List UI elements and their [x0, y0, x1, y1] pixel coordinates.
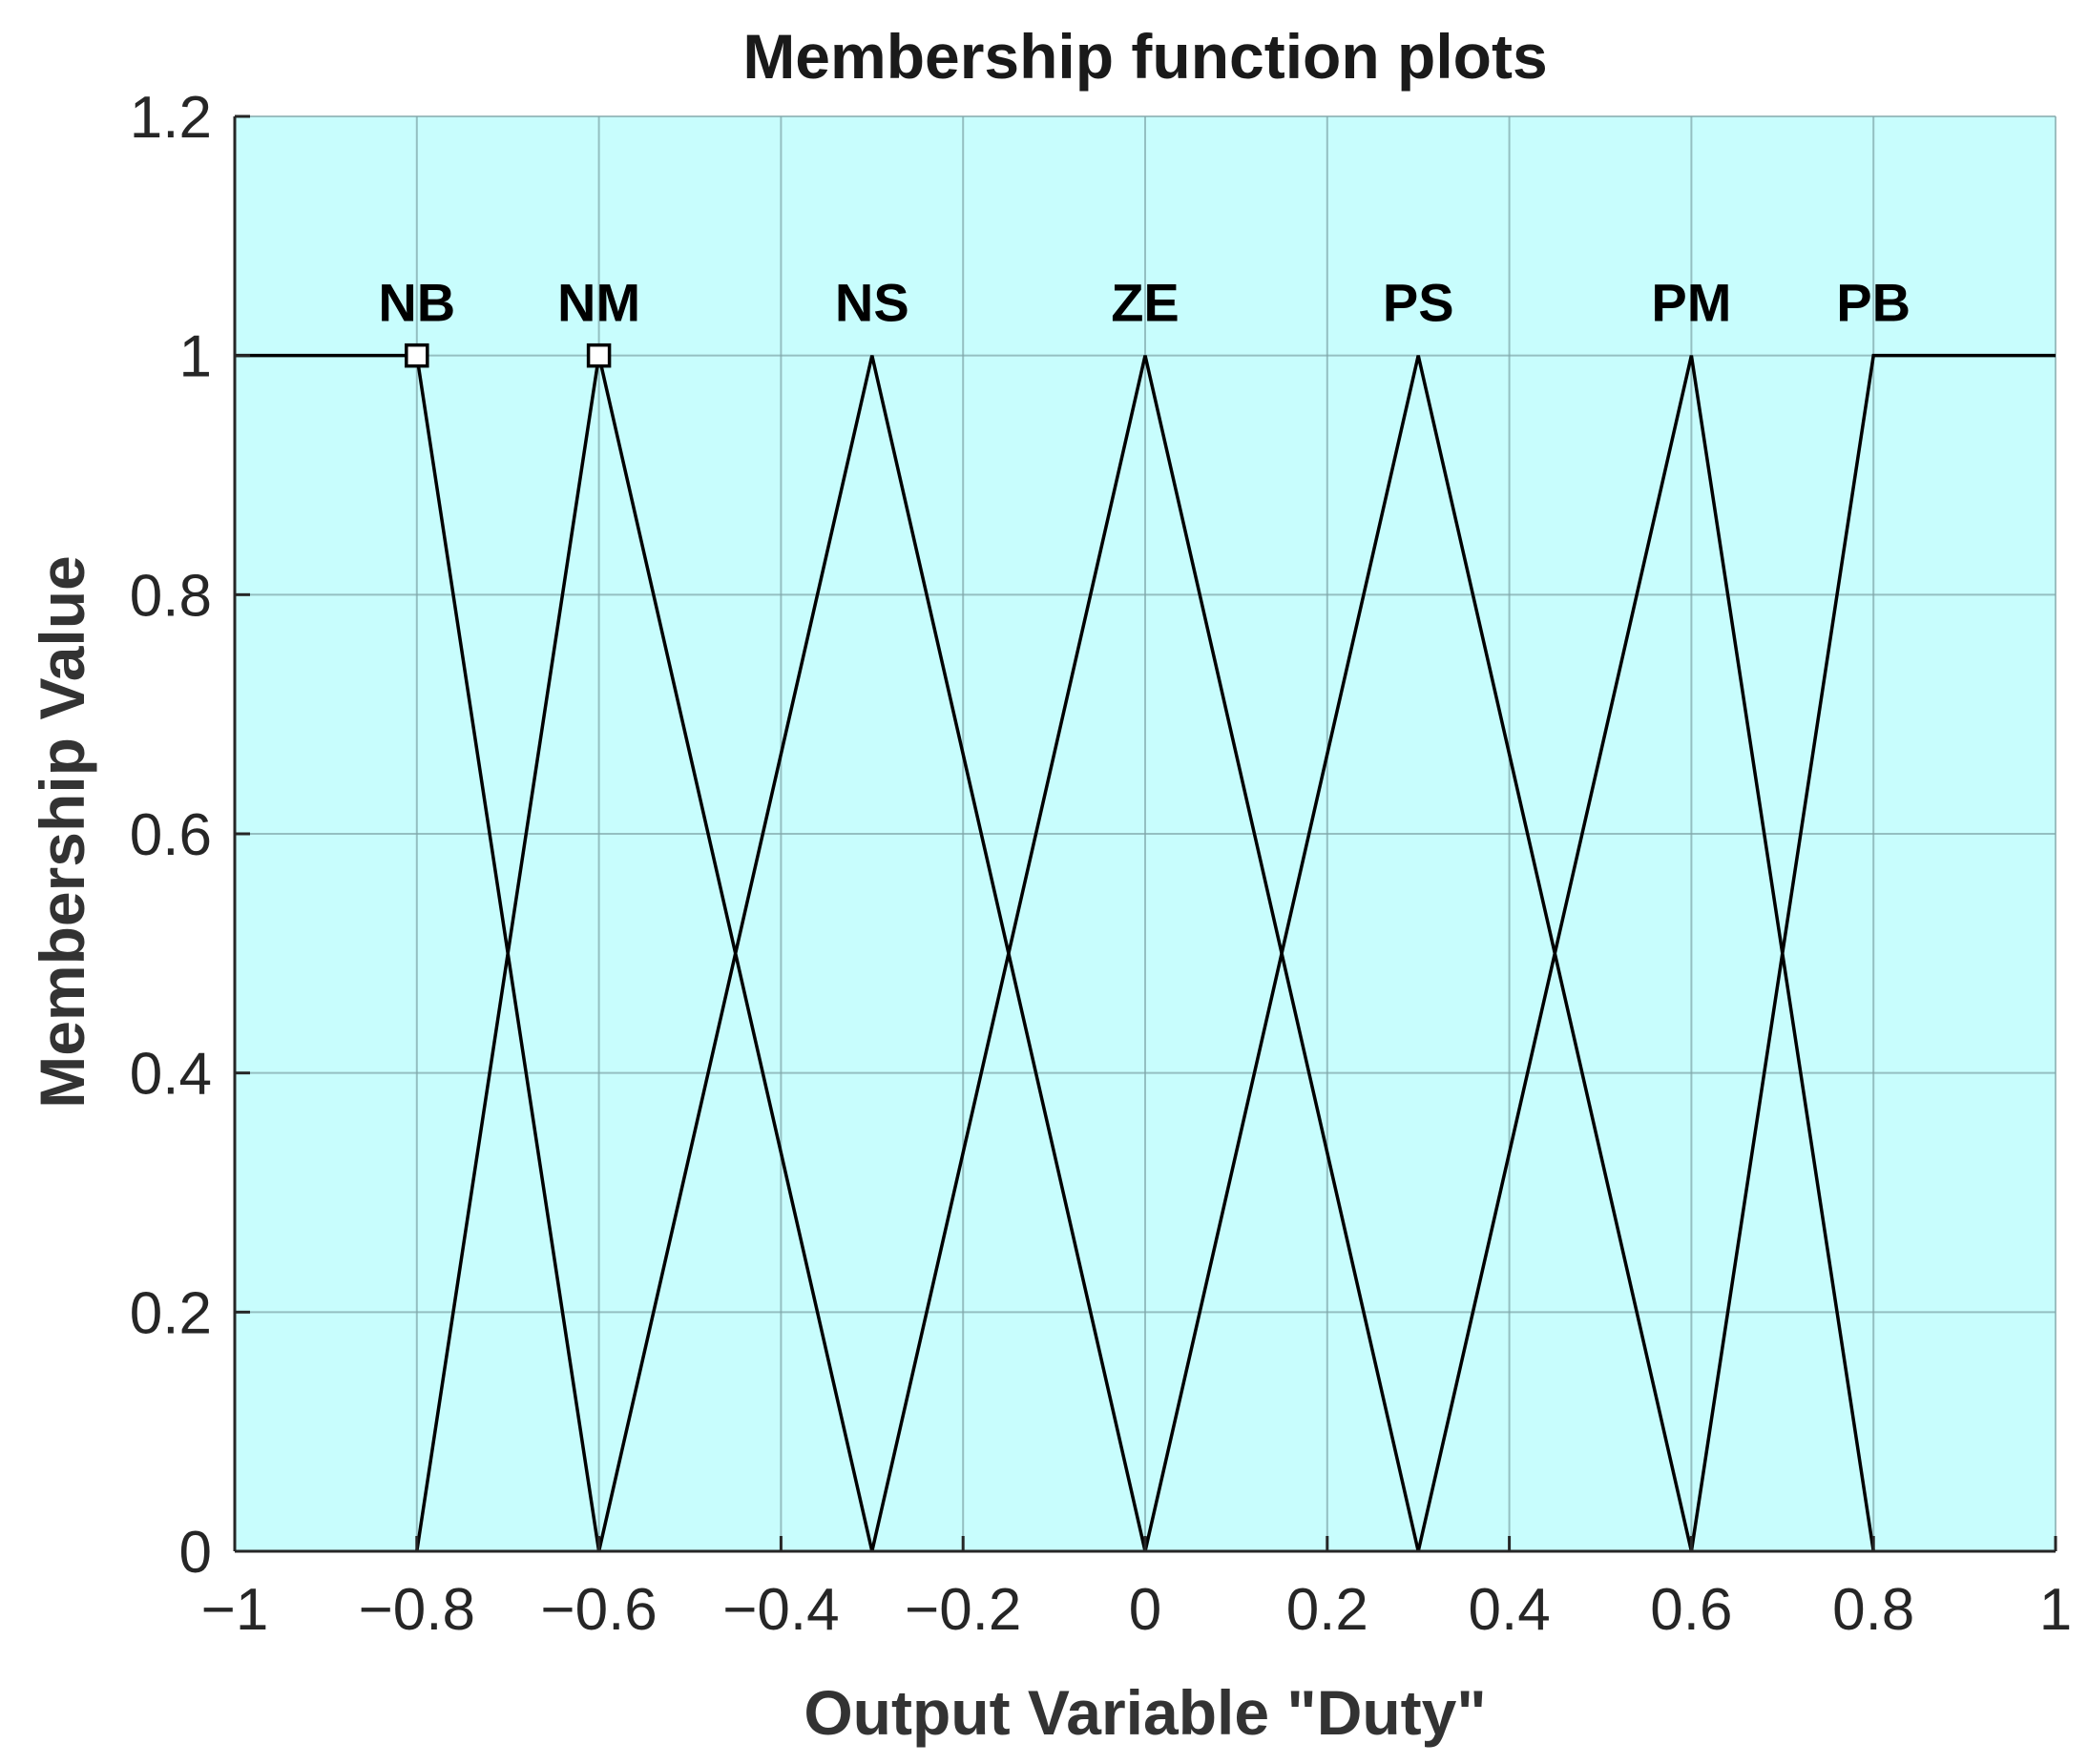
peak-marker-nm[interactable] [586, 342, 612, 368]
y-tick-label: 0 [179, 1520, 212, 1586]
mf-label-nm: NM [557, 273, 640, 333]
mf-line-pb [1689, 353, 2056, 1552]
x-tick-label: −0.6 [540, 1577, 657, 1643]
x-tick-label: 0.6 [1650, 1577, 1732, 1643]
mf-line-ps [1143, 355, 1694, 1552]
mf-label-nb: NB [378, 273, 455, 333]
mf-label-pb: PB [1836, 273, 1911, 333]
x-tick-label: −0.4 [722, 1577, 839, 1643]
mf-label-ps: PS [1383, 273, 1454, 333]
mf-line-ns [596, 355, 1147, 1552]
mf-line-pm [1416, 355, 1875, 1552]
mf-label-ze: ZE [1111, 273, 1180, 333]
y-tick-label: 1 [179, 324, 212, 390]
y-tick-label: 0.4 [130, 1042, 212, 1108]
y-tick-label: 0.2 [130, 1280, 212, 1346]
mf-label-ns: NS [835, 273, 909, 333]
x-tick-label: 0.2 [1286, 1577, 1368, 1643]
x-tick-label: −1 [201, 1577, 269, 1643]
y-tick-label: 0.8 [130, 563, 212, 629]
x-tick-label: 0.8 [1832, 1577, 1914, 1643]
x-tick-label: 1 [2039, 1577, 2072, 1643]
tick-labels: −1 −0.8 −0.6 −0.4 −0.2 0 0.2 0.4 0.6 0.8 1 0 0.2 0.4 0… [130, 85, 2072, 1643]
x-tick-label: −0.2 [905, 1577, 1021, 1643]
y-tick-label: 0.6 [130, 802, 212, 868]
x-tick-label: 0.4 [1468, 1577, 1550, 1643]
chart-title: Membership function plots [742, 21, 1547, 92]
y-tick-label: 1.2 [130, 85, 212, 151]
mf-labels: NB NM NS ZE PS PM PB [378, 273, 1911, 333]
mf-line-ze [870, 355, 1420, 1552]
x-axis-label: Output Variable "Duty" [804, 1677, 1486, 1748]
x-tick-label: 0 [1129, 1577, 1161, 1643]
axes [233, 114, 2057, 1553]
mf-label-pm: PM [1651, 273, 1731, 333]
x-tick-label: −0.8 [359, 1577, 475, 1643]
series-group [235, 342, 2056, 1552]
peak-marker-nb[interactable] [405, 342, 429, 368]
y-axis-label: Membership Value [27, 555, 97, 1109]
